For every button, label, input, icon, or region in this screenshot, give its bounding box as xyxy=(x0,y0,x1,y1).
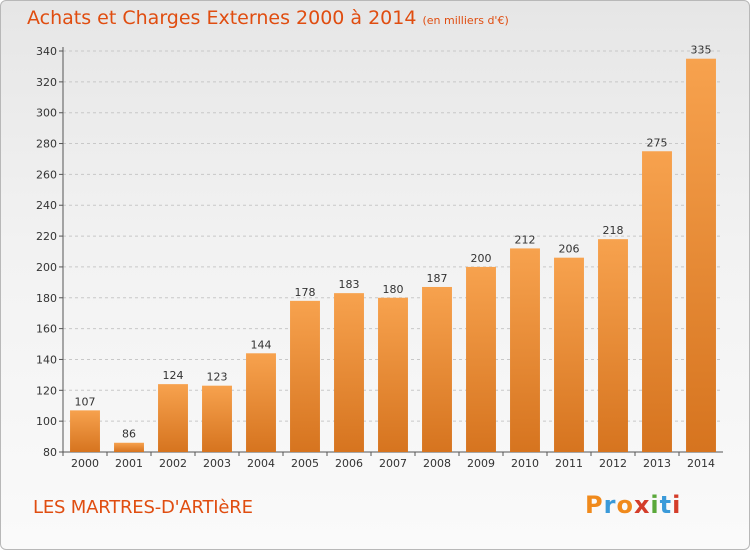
bar xyxy=(334,293,364,452)
data-label: 218 xyxy=(603,224,624,237)
chart-subtitle: (en milliers d'€) xyxy=(422,14,509,27)
y-tick-label: 100 xyxy=(36,415,57,428)
x-tick-label: 2006 xyxy=(335,457,363,470)
brand-logo-letter: r xyxy=(603,491,617,519)
chart-title-text: Achats et Charges Externes 2000 à 2014 xyxy=(27,7,417,29)
data-label: 206 xyxy=(559,243,580,256)
data-label: 124 xyxy=(163,369,184,382)
x-tick-label: 2008 xyxy=(423,457,451,470)
x-tick-label: 2002 xyxy=(159,457,187,470)
y-tick-label: 320 xyxy=(36,76,57,89)
data-label: 107 xyxy=(75,395,96,408)
y-tick-label: 80 xyxy=(43,446,57,459)
x-tick-label: 2007 xyxy=(379,457,407,470)
data-label: 212 xyxy=(515,233,536,246)
bar xyxy=(422,286,452,452)
bar xyxy=(378,297,408,452)
y-tick-label: 120 xyxy=(36,384,57,397)
bar xyxy=(510,248,540,452)
y-tick-label: 220 xyxy=(36,230,57,243)
brand-logo-letter: i xyxy=(672,491,682,519)
bar xyxy=(158,384,188,452)
brand-logo-letter: o xyxy=(616,491,634,519)
x-tick-label: 2004 xyxy=(247,457,275,470)
bar xyxy=(290,300,320,452)
y-tick-label: 260 xyxy=(36,168,57,181)
y-tick-label: 300 xyxy=(36,107,57,120)
x-tick-label: 2003 xyxy=(203,457,231,470)
brand-logo-letter: x xyxy=(633,491,651,519)
chart-title: Achats et Charges Externes 2000 à 2014 (e… xyxy=(27,7,509,29)
y-tick-label: 240 xyxy=(36,199,57,212)
x-tick-label: 2013 xyxy=(643,457,671,470)
y-tick-label: 180 xyxy=(36,292,57,305)
data-label: 200 xyxy=(471,252,492,265)
bar xyxy=(598,239,628,452)
data-label: 275 xyxy=(647,136,668,149)
y-tick-label: 280 xyxy=(36,138,57,151)
x-tick-label: 2010 xyxy=(511,457,539,470)
data-label: 335 xyxy=(691,44,712,57)
bars xyxy=(70,58,716,452)
data-label: 183 xyxy=(339,278,360,291)
bar xyxy=(246,353,276,452)
data-labels: 107 86 124 123 144 178 183 180 187 200 212 206 218 27… xyxy=(75,44,712,441)
data-label: 123 xyxy=(207,371,228,384)
bar xyxy=(202,385,232,452)
data-label: 86 xyxy=(122,428,136,441)
data-label: 144 xyxy=(251,338,272,351)
y-tick-label: 200 xyxy=(36,261,57,274)
data-label: 180 xyxy=(383,283,404,296)
brand-logo-letter: P xyxy=(585,491,604,519)
x-tick-label: 2009 xyxy=(467,457,495,470)
bar xyxy=(70,410,100,452)
brand-logo-letter: i xyxy=(650,491,660,519)
brand-logo-letter: t xyxy=(659,491,673,519)
commune-name: LES MARTRES-D'ARTIèRE xyxy=(33,497,253,518)
bar xyxy=(466,266,496,452)
x-tick-label: 2011 xyxy=(555,457,583,470)
brand-logo[interactable]: Proxiti xyxy=(585,491,681,519)
data-label: 187 xyxy=(427,272,448,285)
x-tick-label: 2005 xyxy=(291,457,319,470)
x-tick-label: 2012 xyxy=(599,457,627,470)
y-tick-label: 340 xyxy=(36,45,57,58)
y-tick-label: 160 xyxy=(36,323,57,336)
bar xyxy=(554,257,584,452)
axes: 80 100 120 140 160 180 200 220 240 260 280 300 320 34… xyxy=(36,45,723,470)
y-tick-label: 140 xyxy=(36,353,57,366)
x-tick-label: 2000 xyxy=(71,457,99,470)
x-tick-label: 2001 xyxy=(115,457,143,470)
bar xyxy=(642,151,672,452)
data-label: 178 xyxy=(295,286,316,299)
x-tick-label: 2014 xyxy=(687,457,715,470)
bar xyxy=(114,442,144,452)
bar xyxy=(686,58,716,452)
